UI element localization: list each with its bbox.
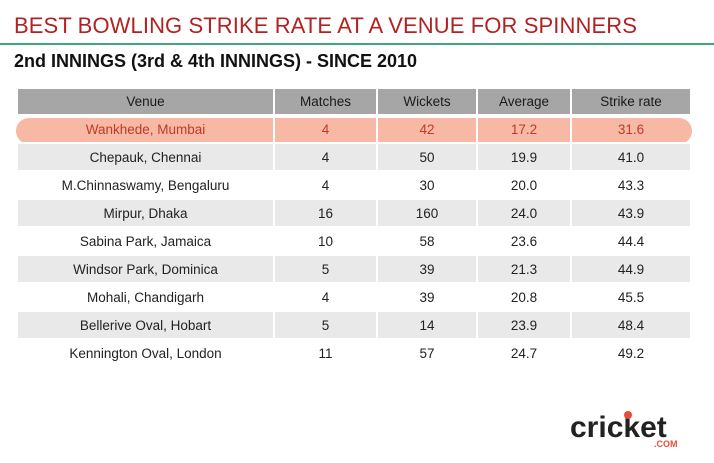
cell-venue: Chepauk, Chennai bbox=[18, 142, 275, 171]
cell-venue: Mohali, Chandigarh bbox=[18, 282, 275, 311]
header-strike-rate: Strike rate bbox=[571, 89, 690, 115]
cell-matches: 11 bbox=[274, 338, 378, 367]
cell-strike-rate: 31.6 bbox=[571, 114, 690, 143]
table-row: Wankhede, Mumbai 4 42 17.2 31.6 bbox=[18, 114, 690, 143]
cell-average: 20.8 bbox=[477, 282, 572, 311]
cell-wickets: 30 bbox=[377, 170, 478, 199]
cell-average: 24.7 bbox=[477, 338, 572, 367]
cell-matches: 5 bbox=[274, 254, 378, 283]
table-row: Mohali, Chandigarh 4 39 20.8 45.5 bbox=[18, 282, 690, 311]
table-row: M.Chinnaswamy, Bengaluru 4 30 20.0 43.3 bbox=[18, 170, 690, 199]
table-header-row: Venue Matches Wickets Average Strike rat… bbox=[18, 89, 690, 115]
page-subtitle: 2nd INNINGS (3rd & 4th INNINGS) - SINCE … bbox=[14, 51, 418, 71]
table-row: Bellerive Oval, Hobart 5 14 23.9 48.4 bbox=[18, 310, 690, 339]
logo-ball-icon bbox=[624, 411, 632, 419]
cell-wickets: 39 bbox=[377, 282, 478, 311]
cell-matches: 16 bbox=[274, 198, 378, 227]
cricket-com-logo: cricket .COM bbox=[570, 409, 688, 449]
cell-venue: Windsor Park, Dominica bbox=[18, 254, 275, 283]
page-title: BEST BOWLING STRIKE RATE AT A VENUE FOR … bbox=[14, 13, 637, 38]
cell-matches: 10 bbox=[274, 226, 378, 255]
cell-wickets: 160 bbox=[377, 198, 478, 227]
cell-venue: M.Chinnaswamy, Bengaluru bbox=[18, 170, 275, 199]
cell-strike-rate: 49.2 bbox=[571, 338, 690, 367]
logo-graphic: cricket .COM bbox=[570, 411, 678, 449]
logo-suffix: .COM bbox=[654, 439, 678, 449]
cell-venue: Kennington Oval, London bbox=[18, 338, 275, 367]
cell-matches: 5 bbox=[274, 310, 378, 339]
cell-matches: 4 bbox=[274, 114, 378, 143]
cell-matches: 4 bbox=[274, 142, 378, 171]
header-average: Average bbox=[477, 89, 572, 115]
cell-wickets: 42 bbox=[377, 114, 478, 143]
cell-wickets: 57 bbox=[377, 338, 478, 367]
header-venue: Venue bbox=[18, 89, 275, 115]
cell-strike-rate: 44.9 bbox=[571, 254, 690, 283]
header-wickets: Wickets bbox=[377, 89, 478, 115]
cell-strike-rate: 44.4 bbox=[571, 226, 690, 255]
cell-strike-rate: 43.9 bbox=[571, 198, 690, 227]
stats-table: Venue Matches Wickets Average Strike rat… bbox=[18, 89, 690, 367]
cell-strike-rate: 43.3 bbox=[571, 170, 690, 199]
table-row: Kennington Oval, London 11 57 24.7 49.2 bbox=[18, 338, 690, 367]
table-body: Wankhede, Mumbai 4 42 17.2 31.6 Chepauk, Chen… bbox=[18, 114, 690, 367]
cell-venue: Bellerive Oval, Hobart bbox=[18, 310, 275, 339]
cell-matches: 4 bbox=[274, 282, 378, 311]
cell-wickets: 58 bbox=[377, 226, 478, 255]
header-matches: Matches bbox=[274, 89, 378, 115]
table-row: Windsor Park, Dominica 5 39 21.3 44.9 bbox=[18, 254, 690, 283]
cell-average: 19.9 bbox=[477, 142, 572, 171]
cell-venue: Sabina Park, Jamaica bbox=[18, 226, 275, 255]
cell-strike-rate: 48.4 bbox=[571, 310, 690, 339]
cell-wickets: 39 bbox=[377, 254, 478, 283]
cell-average: 21.3 bbox=[477, 254, 572, 283]
cell-venue: Mirpur, Dhaka bbox=[18, 198, 275, 227]
cell-strike-rate: 41.0 bbox=[571, 142, 690, 171]
cell-average: 23.9 bbox=[477, 310, 572, 339]
cell-wickets: 50 bbox=[377, 142, 478, 171]
cell-venue: Wankhede, Mumbai bbox=[18, 114, 275, 143]
cell-strike-rate: 45.5 bbox=[571, 282, 690, 311]
cell-average: 17.2 bbox=[477, 114, 572, 143]
cell-wickets: 14 bbox=[377, 310, 478, 339]
logo-wordmark: cricket bbox=[570, 411, 667, 444]
cell-average: 23.6 bbox=[477, 226, 572, 255]
table-row: Chepauk, Chennai 4 50 19.9 41.0 bbox=[18, 142, 690, 171]
cell-average: 20.0 bbox=[477, 170, 572, 199]
title-divider bbox=[0, 43, 714, 45]
cell-matches: 4 bbox=[274, 170, 378, 199]
table-row: Sabina Park, Jamaica 10 58 23.6 44.4 bbox=[18, 226, 690, 255]
cell-average: 24.0 bbox=[477, 198, 572, 227]
table-row: Mirpur, Dhaka 16 160 24.0 43.9 bbox=[18, 198, 690, 227]
